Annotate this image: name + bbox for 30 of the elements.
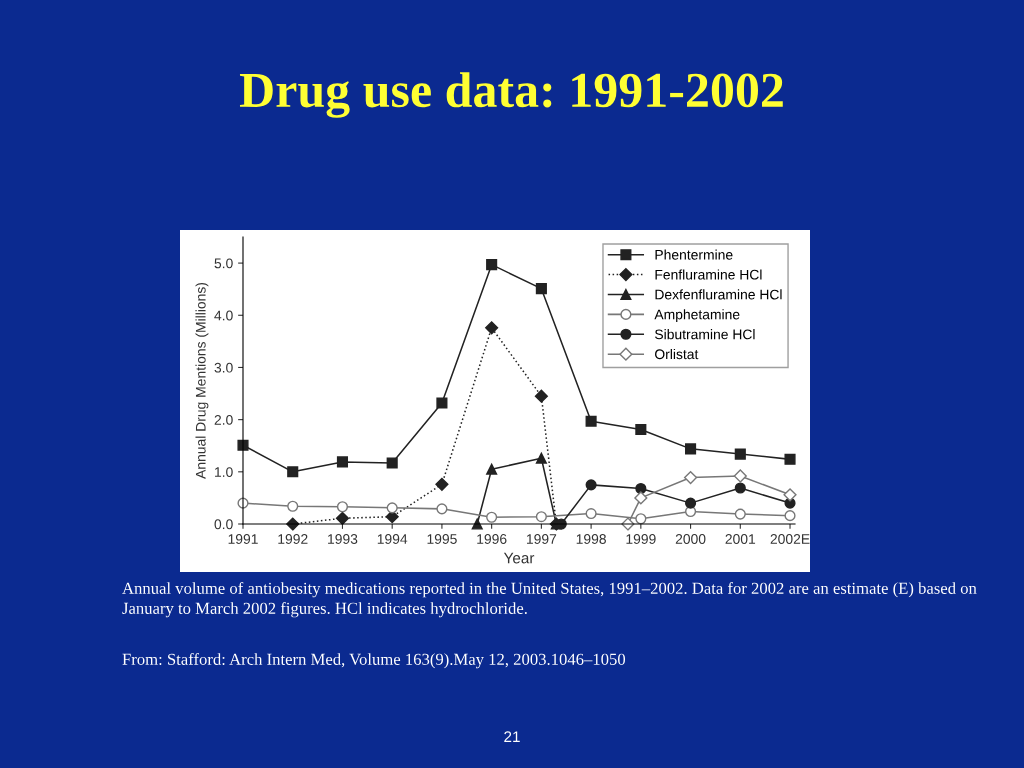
legend-label: Sibutramine HCl xyxy=(655,329,755,340)
x-tick-label: 1992 xyxy=(278,534,308,544)
y-tick-label: 3.0 xyxy=(214,362,233,373)
text: 21 xyxy=(504,731,520,742)
x-tick-label: 1993 xyxy=(328,534,358,544)
x-tick-label: 2000 xyxy=(675,534,706,544)
y-tick-label: 4.0 xyxy=(214,310,233,321)
x-axis-title: Year xyxy=(503,552,535,564)
y-tick-label: 2.0 xyxy=(214,414,233,425)
x-tick-label: 1998 xyxy=(576,534,606,544)
legend-label: Fenfluramine HCl xyxy=(655,269,762,280)
x-tick-label: 1996 xyxy=(477,534,507,544)
x-tick-label: 2002E xyxy=(770,534,810,544)
y-tick-label: 5.0 xyxy=(214,258,233,269)
x-tick-label: 1994 xyxy=(377,534,408,544)
chart-title: Drug use data: 1991-2002 xyxy=(239,72,783,118)
text: From: Stafford: Arch Intern Med, Volume 163(9).May 12, 2003.1046–1050 xyxy=(122,653,626,669)
text: Annual volume of antiobesity medications reported in the United States, 1991–2002. Data for 2002 are an estimate (E) based on January to March 2002 figures. HCl indicates hydrochloride. xyxy=(122,582,977,618)
y-tick-label: 1.0 xyxy=(215,467,233,477)
x-tick-label: 1995 xyxy=(427,534,457,544)
legend-label: Dexfenfluramine HCl xyxy=(655,289,782,300)
x-tick-label: 1997 xyxy=(526,534,557,544)
x-tick-label: 1999 xyxy=(626,534,656,544)
y-axis-title: Annual Drug Mentions (Millions) xyxy=(195,282,209,479)
legend-label: Orlistat xyxy=(655,348,699,360)
x-tick-label: 1991 xyxy=(228,534,258,544)
y-tick-label: 0.0 xyxy=(214,519,233,530)
legend-label: Amphetamine xyxy=(654,309,740,323)
legend-label: Phentermine xyxy=(655,249,733,260)
x-tick-label: 2001 xyxy=(725,534,756,544)
